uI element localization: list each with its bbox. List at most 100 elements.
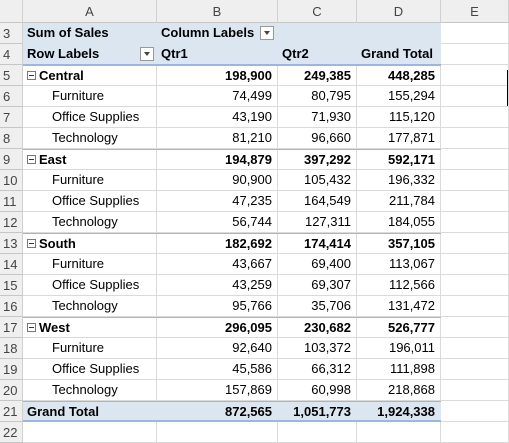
row-header[interactable]: 17	[0, 317, 23, 338]
cell[interactable]	[157, 254, 278, 275]
row-header[interactable]: 10	[0, 170, 23, 191]
cell[interactable]	[357, 380, 441, 401]
cell[interactable]	[23, 338, 157, 359]
cell[interactable]	[23, 128, 157, 149]
cell[interactable]	[441, 128, 509, 149]
cell[interactable]	[357, 233, 441, 254]
cell[interactable]	[357, 317, 441, 338]
cell[interactable]	[23, 422, 157, 443]
row-header[interactable]: 4	[0, 44, 23, 65]
row-header[interactable]: 20	[0, 380, 23, 401]
cell[interactable]	[278, 212, 357, 233]
cell[interactable]	[441, 86, 509, 107]
collapse-button[interactable]	[27, 239, 36, 248]
column-header[interactable]: B	[157, 0, 278, 23]
cell[interactable]	[157, 380, 278, 401]
column-header[interactable]: A	[23, 0, 157, 23]
cell[interactable]	[441, 359, 509, 380]
row-header[interactable]: 14	[0, 254, 23, 275]
cell[interactable]	[23, 359, 157, 380]
cell[interactable]	[278, 86, 357, 107]
cell[interactable]	[357, 107, 441, 128]
cell[interactable]	[157, 422, 278, 443]
cell[interactable]	[441, 191, 509, 212]
cell[interactable]	[278, 317, 357, 338]
cell[interactable]	[278, 380, 357, 401]
cell[interactable]	[157, 233, 278, 254]
cell[interactable]	[23, 317, 157, 338]
row-header[interactable]: 11	[0, 191, 23, 212]
cell[interactable]	[357, 65, 441, 86]
cell[interactable]	[157, 107, 278, 128]
row-header[interactable]: 5	[0, 65, 23, 86]
cell[interactable]	[441, 44, 509, 65]
cell[interactable]	[157, 275, 278, 296]
collapse-button[interactable]	[27, 155, 36, 164]
cell[interactable]	[278, 275, 357, 296]
cell[interactable]	[23, 65, 157, 86]
cell[interactable]	[278, 191, 357, 212]
cell[interactable]	[23, 86, 157, 107]
cell[interactable]	[357, 359, 441, 380]
cell[interactable]	[278, 233, 357, 254]
cell[interactable]	[441, 212, 509, 233]
cell[interactable]	[278, 149, 357, 170]
column-header[interactable]: D	[357, 0, 441, 23]
cell[interactable]	[157, 86, 278, 107]
cell[interactable]	[23, 275, 157, 296]
cell[interactable]	[441, 170, 509, 191]
cell[interactable]	[278, 65, 357, 86]
cell[interactable]	[441, 296, 509, 317]
cell[interactable]	[23, 380, 157, 401]
row-header[interactable]: 12	[0, 212, 23, 233]
cell[interactable]	[157, 317, 278, 338]
cell[interactable]	[357, 254, 441, 275]
cell[interactable]	[357, 149, 441, 170]
cell[interactable]	[157, 191, 278, 212]
cell[interactable]	[357, 170, 441, 191]
cell[interactable]	[357, 191, 441, 212]
collapse-button[interactable]	[27, 71, 36, 80]
cell[interactable]	[278, 107, 357, 128]
cell[interactable]	[441, 23, 509, 44]
cell[interactable]	[278, 170, 357, 191]
cell[interactable]	[441, 107, 509, 128]
row-header[interactable]: 3	[0, 23, 23, 44]
row-header[interactable]: 18	[0, 338, 23, 359]
cell[interactable]	[157, 359, 278, 380]
cell[interactable]	[357, 422, 441, 443]
cell[interactable]	[157, 296, 278, 317]
cell[interactable]	[357, 212, 441, 233]
row-header[interactable]: 13	[0, 233, 23, 254]
cell[interactable]	[278, 359, 357, 380]
cell[interactable]	[441, 233, 509, 254]
cell[interactable]	[441, 65, 509, 86]
cell[interactable]	[441, 254, 509, 275]
cell[interactable]	[23, 170, 157, 191]
cell[interactable]	[357, 296, 441, 317]
cell[interactable]	[441, 338, 509, 359]
row-header[interactable]: 21	[0, 401, 23, 422]
cell[interactable]	[23, 149, 157, 170]
cell[interactable]	[278, 254, 357, 275]
cell[interactable]	[441, 380, 509, 401]
filter-button[interactable]	[260, 26, 274, 40]
cell[interactable]	[23, 191, 157, 212]
cell[interactable]	[157, 212, 278, 233]
row-header[interactable]: 7	[0, 107, 23, 128]
cell[interactable]	[441, 422, 509, 443]
cell[interactable]	[441, 149, 509, 170]
row-header[interactable]: 19	[0, 359, 23, 380]
cell[interactable]	[23, 212, 157, 233]
cell[interactable]	[157, 65, 278, 86]
cell[interactable]	[441, 317, 509, 338]
cell[interactable]	[357, 275, 441, 296]
cell[interactable]	[23, 296, 157, 317]
column-header[interactable]: C	[278, 0, 357, 23]
cell[interactable]	[441, 401, 509, 422]
cell[interactable]	[357, 338, 441, 359]
cell[interactable]	[23, 233, 157, 254]
cell[interactable]	[23, 254, 157, 275]
row-header[interactable]: 16	[0, 296, 23, 317]
cell[interactable]	[278, 422, 357, 443]
